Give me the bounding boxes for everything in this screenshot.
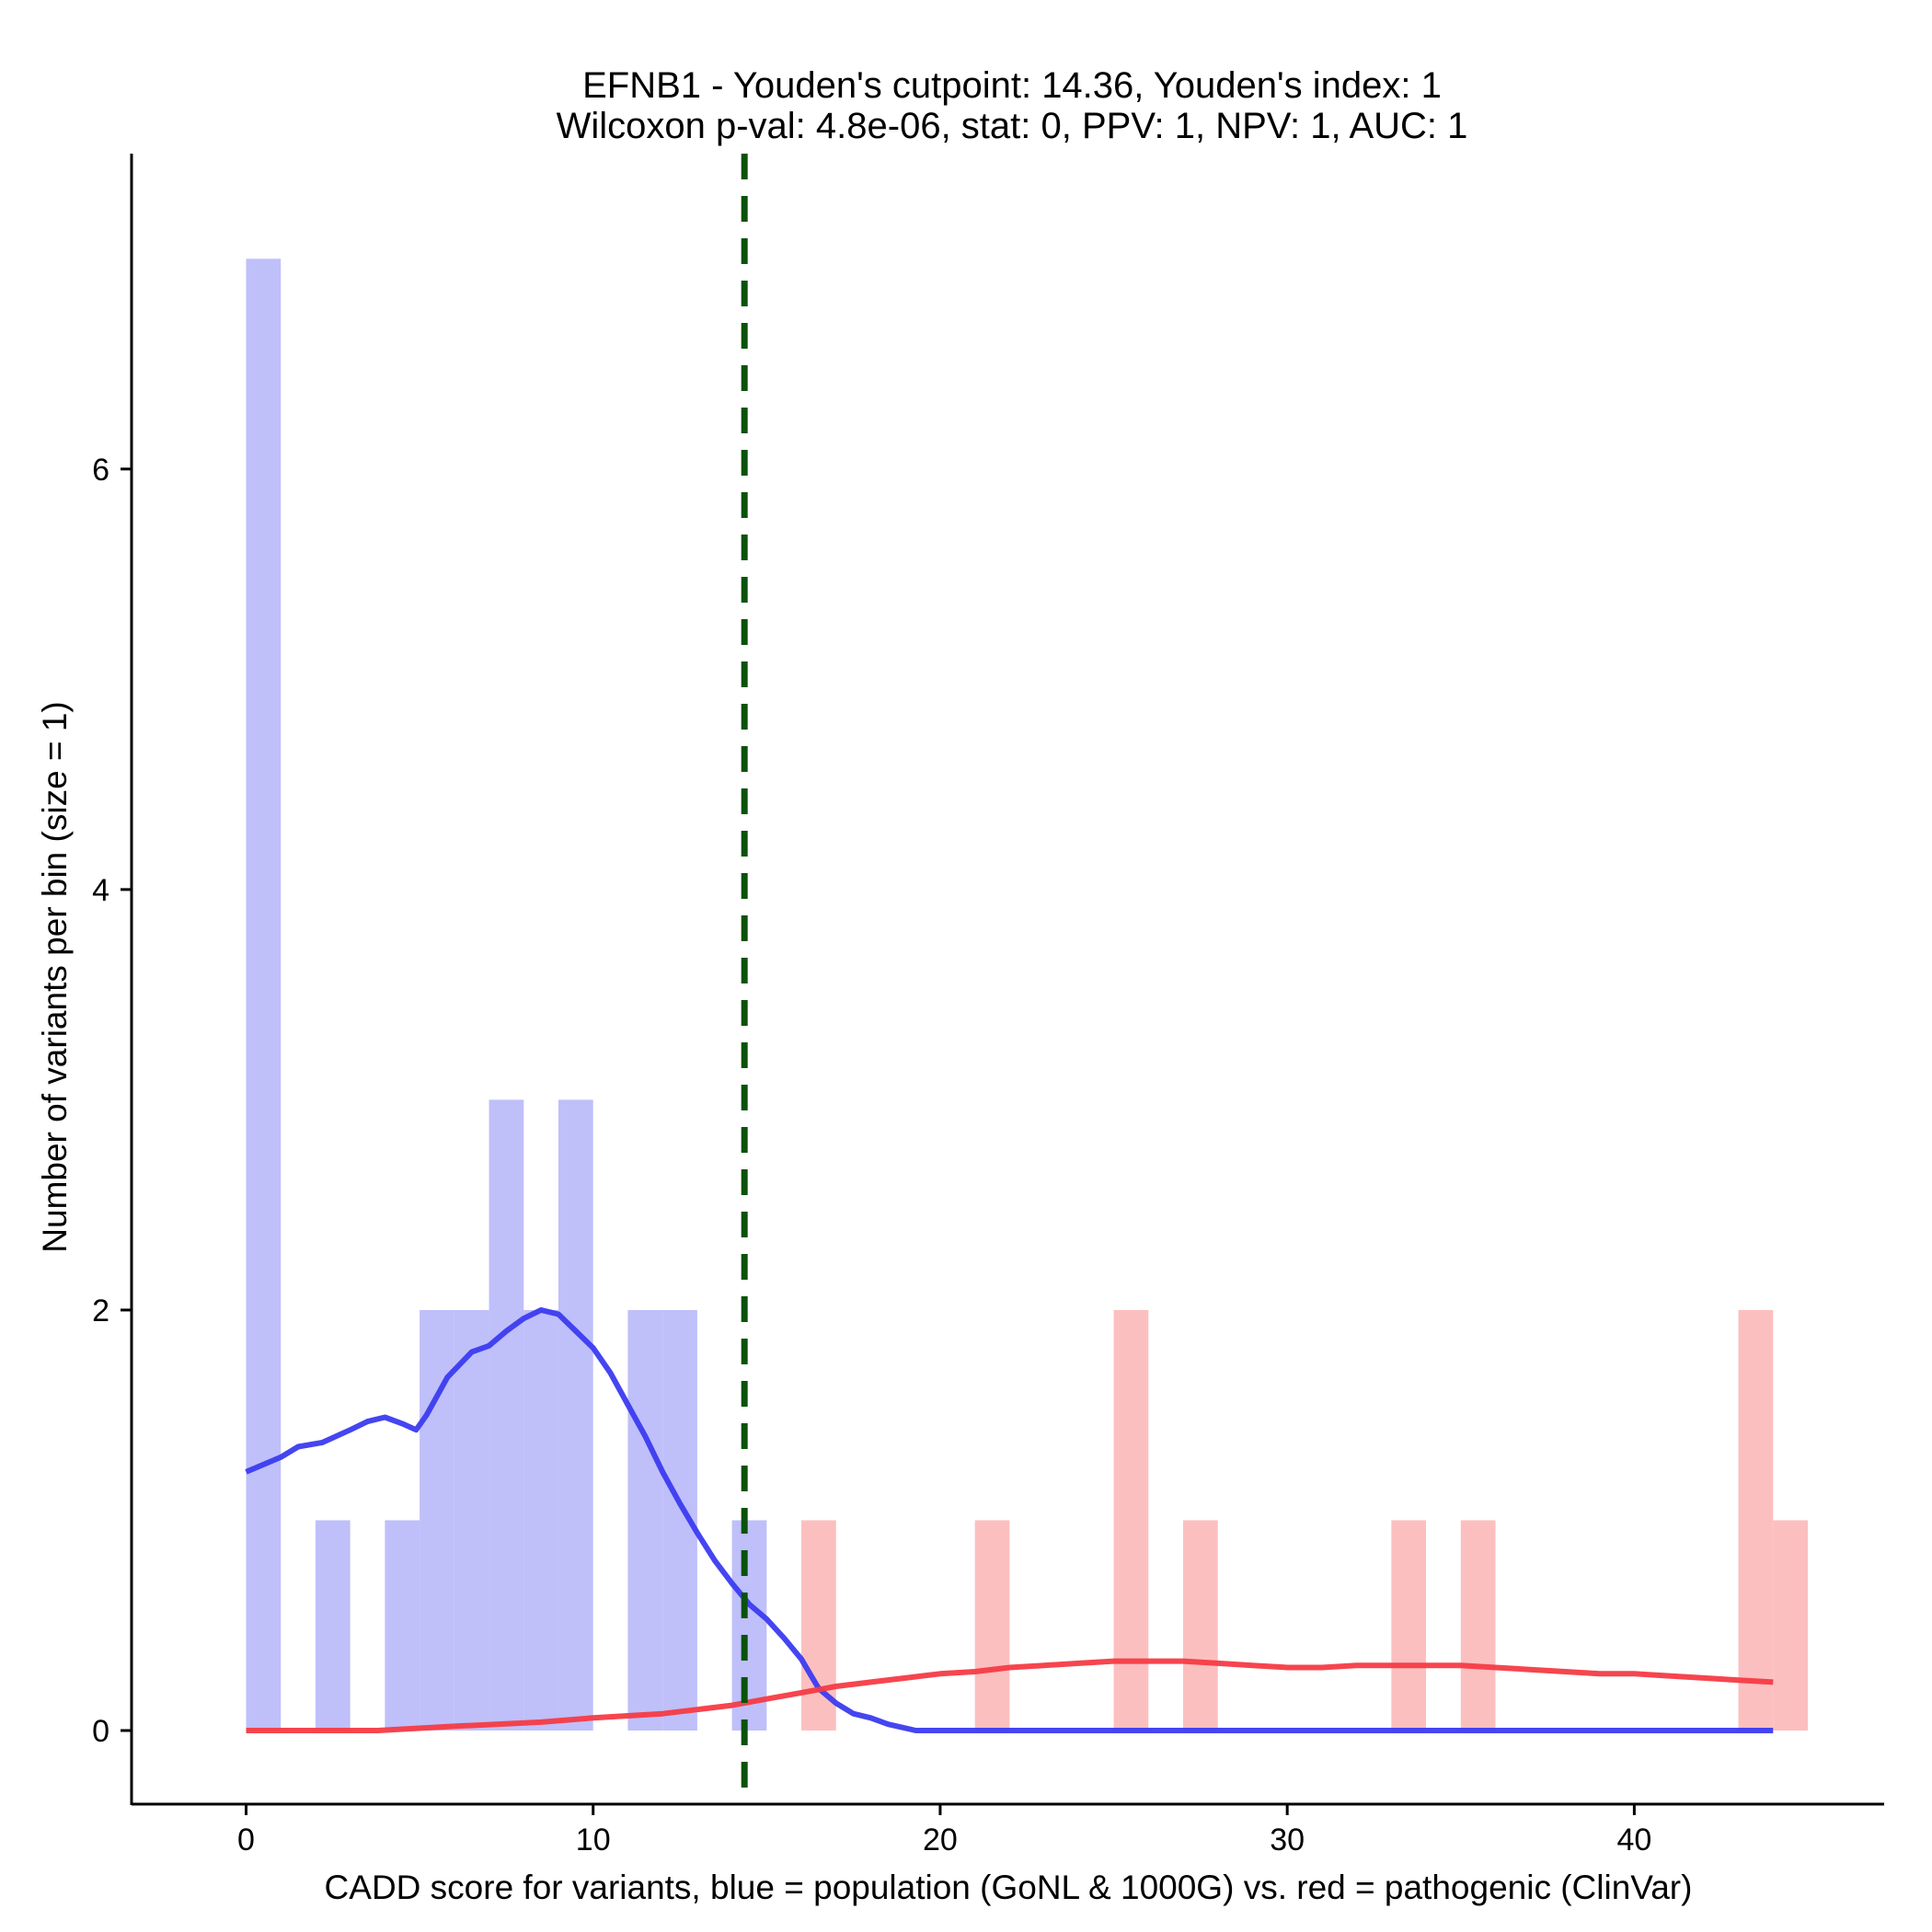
bar-population-bin-11 xyxy=(627,1309,663,1731)
bar-population-bin-6 xyxy=(454,1309,489,1731)
bar-pathogenic-bin-21 xyxy=(974,1520,1010,1731)
bar-population-bin-8 xyxy=(523,1309,558,1731)
x-tick-label-20: 20 xyxy=(923,1823,958,1857)
x-tick-label-10: 10 xyxy=(576,1823,611,1857)
x-tick-label-0: 0 xyxy=(237,1823,255,1857)
bar-pathogenic-bin-44 xyxy=(1773,1520,1809,1731)
y-axis-label: Number of variants per bin (size = 1) xyxy=(36,701,74,1252)
bar-population-bin-9 xyxy=(558,1099,593,1731)
y-tick-label-0: 0 xyxy=(92,1714,109,1749)
x-tick-label-30: 30 xyxy=(1270,1823,1305,1857)
bar-population-bin-14 xyxy=(731,1520,767,1731)
x-axis-label: CADD score for variants, blue = populati… xyxy=(325,1869,1693,1906)
y-axis-ticks: 0 2 4 6 xyxy=(92,453,132,1749)
bar-pathogenic-bin-43 xyxy=(1738,1309,1774,1731)
bar-pathogenic-bin-27 xyxy=(1183,1520,1218,1731)
y-tick-label-6: 6 xyxy=(92,453,109,488)
x-axis-ticks: 0 10 20 30 40 xyxy=(237,1804,1651,1857)
bar-pathogenic-bin-33 xyxy=(1391,1520,1427,1731)
bar-pathogenic-bin-25 xyxy=(1113,1309,1149,1731)
chart-title-line2: Wilcoxon p-val: 4.8e-06, stat: 0, PPV: 1… xyxy=(557,106,1468,146)
bar-population-bin-4 xyxy=(385,1520,420,1731)
bar-population-bin-0 xyxy=(246,259,282,1731)
bar-population-bin-2 xyxy=(315,1520,351,1731)
y-tick-label-4: 4 xyxy=(92,873,109,908)
density-curve-population xyxy=(245,1306,1774,1733)
bar-pathogenic-bin-35 xyxy=(1460,1520,1496,1731)
density-curves xyxy=(245,1306,1774,1733)
chart-title-line1: EFNB1 - Youden's cutpoint: 14.36, Youden… xyxy=(582,65,1442,106)
density-curve-pathogenic xyxy=(246,1658,1774,1733)
bar-population-bin-7 xyxy=(489,1099,524,1731)
y-tick-label-2: 2 xyxy=(92,1294,109,1328)
x-tick-label-40: 40 xyxy=(1616,1823,1651,1857)
